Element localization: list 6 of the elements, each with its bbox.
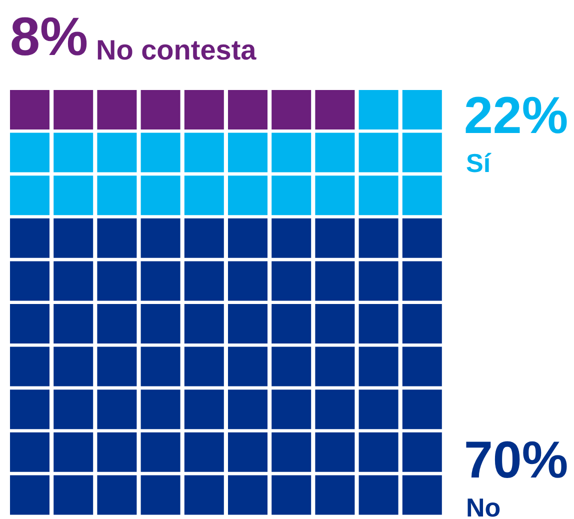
data-label: 70% — [464, 432, 568, 490]
data-label: 22% — [464, 87, 568, 145]
category-label: No contesta — [96, 34, 257, 66]
category-label: Sí — [466, 148, 492, 178]
category-label: No — [466, 492, 501, 519]
data-label: 8% — [10, 7, 88, 67]
